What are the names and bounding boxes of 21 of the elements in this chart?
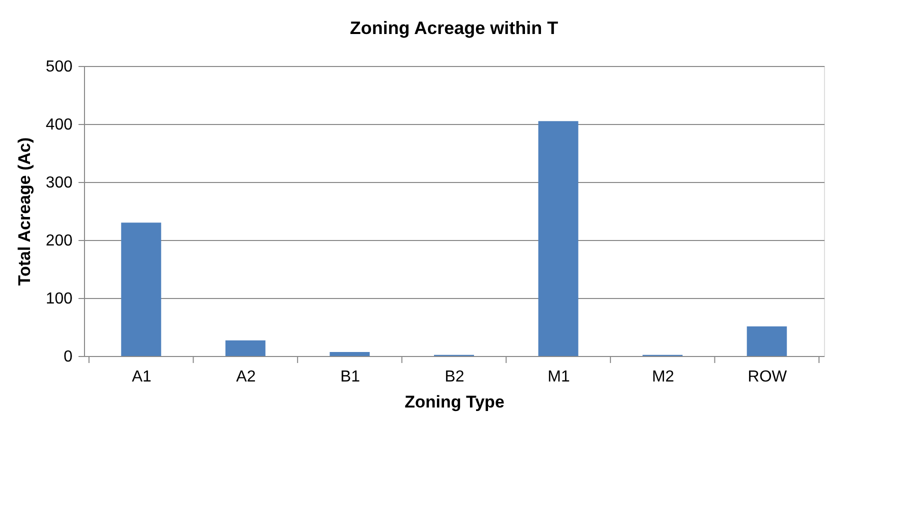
bar (746, 326, 787, 356)
bar (225, 340, 266, 356)
x-tick-label: B1 (340, 368, 360, 386)
chart-title: Zoning Acreage within T (350, 18, 558, 38)
y-tick-label: 400 (46, 116, 73, 134)
y-tick-label: 100 (46, 290, 73, 308)
x-tick-label: ROW (748, 368, 788, 386)
y-axis-title: Total Acreage (Ac) (14, 137, 34, 286)
x-tick-label: M2 (652, 368, 674, 386)
bar (121, 222, 162, 356)
bar (538, 121, 578, 356)
x-tick-label: M1 (548, 368, 570, 386)
x-axis-title: Zoning Type (404, 392, 504, 412)
y-tick-label: 200 (46, 232, 73, 250)
y-tick-label: 0 (64, 348, 73, 366)
x-tick-label: B2 (444, 368, 464, 386)
y-tick-label: 300 (46, 174, 73, 192)
x-tick-label: A1 (132, 368, 152, 386)
x-tick-label: A2 (236, 368, 256, 386)
y-tick-label: 500 (46, 58, 73, 76)
bar (330, 352, 370, 356)
